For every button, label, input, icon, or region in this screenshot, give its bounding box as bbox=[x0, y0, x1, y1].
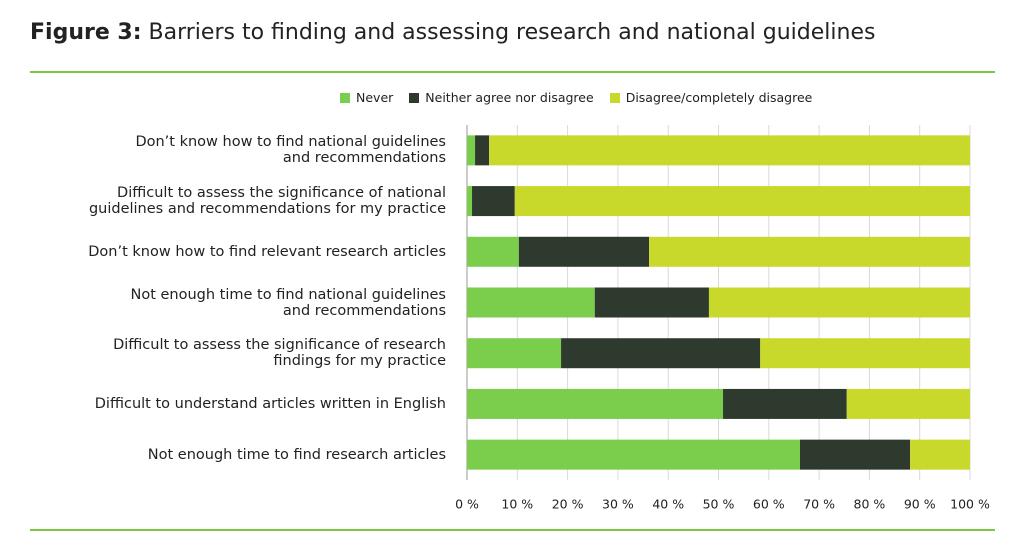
bar-segment bbox=[467, 287, 595, 318]
legend-item: Neither agree nor disagree bbox=[409, 90, 594, 105]
x-tick-label: 30 % bbox=[602, 497, 634, 512]
legend-swatch bbox=[409, 92, 420, 103]
bar-segment bbox=[467, 186, 473, 217]
bar-segment bbox=[467, 388, 724, 419]
bar-segment bbox=[708, 287, 970, 318]
x-tick-label: 10 % bbox=[501, 497, 533, 512]
legend-item: Disagree/completely disagree bbox=[609, 90, 813, 105]
bar-segment bbox=[472, 186, 515, 217]
x-tick-label: 70 % bbox=[803, 497, 835, 512]
x-tick-label: 0 % bbox=[455, 497, 479, 512]
bar-segment bbox=[649, 236, 970, 267]
bar-segment bbox=[518, 236, 650, 267]
x-tick-label: 80 % bbox=[854, 497, 886, 512]
category-label: Difficult to assess the significance of … bbox=[88, 185, 446, 218]
legend-label: Neither agree nor disagree bbox=[425, 90, 594, 105]
bar-segment bbox=[489, 135, 970, 166]
bar-segment bbox=[799, 439, 911, 470]
rule bbox=[30, 71, 995, 73]
category-label: Don’t know how to find relevant research… bbox=[88, 243, 446, 260]
bar-segment bbox=[467, 338, 562, 369]
title-label: Figure 3: bbox=[30, 20, 142, 45]
bar-segment bbox=[561, 338, 761, 369]
bar-segment bbox=[475, 135, 490, 166]
x-tick-label: 60 % bbox=[753, 497, 785, 512]
bar-segment bbox=[910, 439, 970, 470]
legend-swatch bbox=[340, 92, 350, 103]
category-label: Don’t know how to find national guidelin… bbox=[135, 134, 446, 167]
title-text: Barriers to finding and assessing resear… bbox=[148, 20, 876, 45]
bar-segment bbox=[467, 236, 519, 267]
legend-label: Disagree/completely disagree bbox=[625, 90, 813, 105]
legend-item: Never bbox=[340, 90, 393, 105]
bar-segment bbox=[723, 388, 847, 419]
title: Figure 3: Barriers to finding and assess… bbox=[30, 20, 875, 45]
legend-swatch bbox=[609, 92, 620, 103]
bar-segment bbox=[594, 287, 709, 318]
x-tick-label: 20 % bbox=[552, 497, 584, 512]
bar-segment bbox=[514, 186, 970, 217]
bar-segment bbox=[760, 338, 970, 369]
category-label: Difficult to assess the significance of … bbox=[113, 337, 446, 370]
bar-segment bbox=[846, 388, 970, 419]
bar-segment bbox=[467, 135, 476, 166]
category-label: Difficult to understand articles written… bbox=[94, 395, 446, 412]
legend-label: Never bbox=[356, 90, 394, 105]
x-tick-label: 90 % bbox=[904, 497, 936, 512]
category-label: Not enough time to find national guideli… bbox=[130, 286, 446, 319]
x-tick-label: 50 % bbox=[703, 497, 735, 512]
rule bbox=[30, 529, 995, 531]
x-tick-label: 100 % bbox=[950, 497, 990, 512]
category-label: Not enough time to find research article… bbox=[147, 446, 446, 463]
x-tick-label: 40 % bbox=[652, 497, 684, 512]
bar-segment bbox=[467, 439, 800, 470]
legend: Never Neither agree nor disagree Disagree/… bbox=[340, 90, 812, 105]
